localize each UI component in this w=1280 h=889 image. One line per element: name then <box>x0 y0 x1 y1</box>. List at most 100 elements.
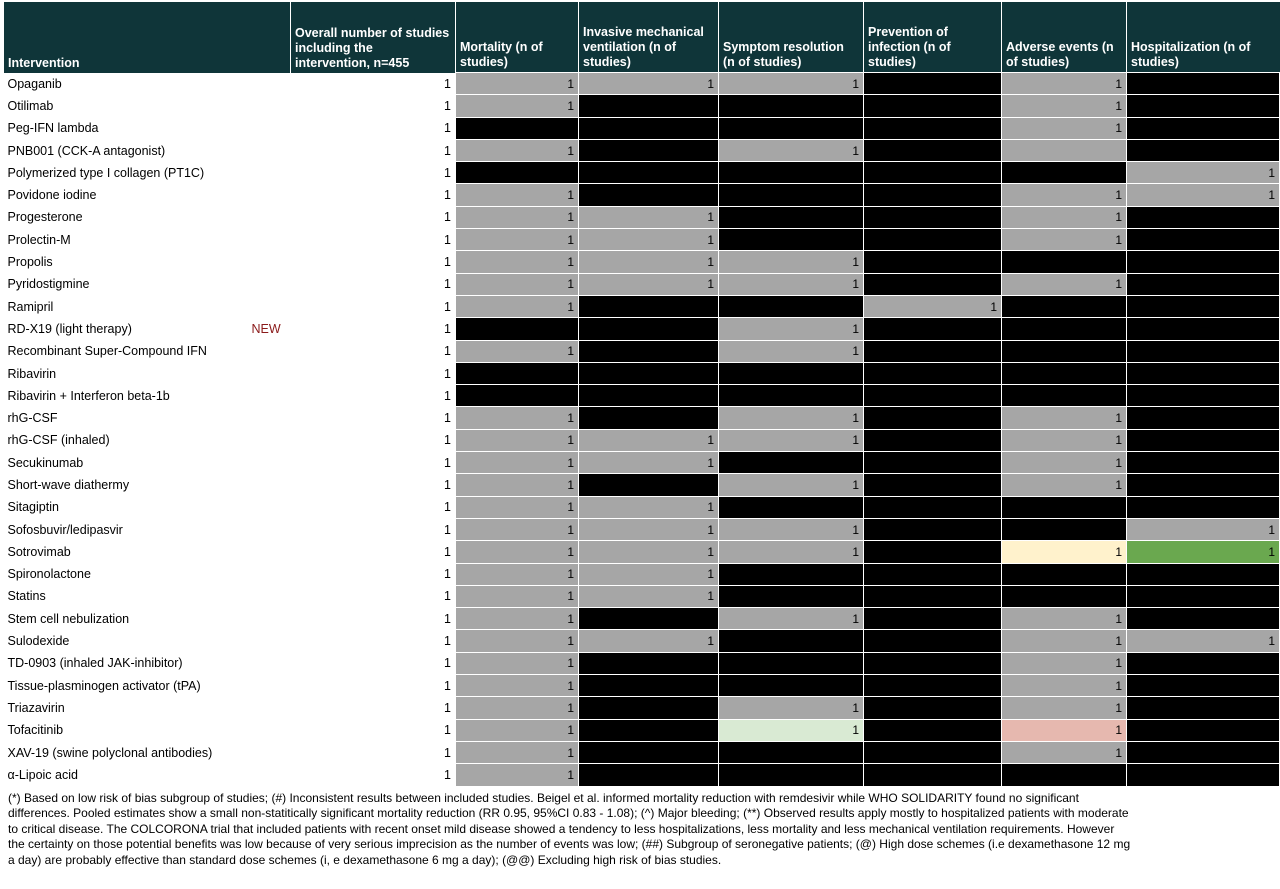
outcome-cell <box>1126 562 1280 586</box>
overall-count: 1 <box>444 388 451 403</box>
study-count: 1 <box>567 143 574 158</box>
intervention-name: Secukinumab <box>7 455 84 470</box>
outcome-cell <box>863 94 1002 118</box>
table-row: XAV-19 (swine polyclonal antibodies) 1 1 1 <box>4 740 1280 765</box>
header-row: Intervention Overall number of studies in… <box>3 2 1280 73</box>
outcome-cell <box>578 183 719 207</box>
overall-count: 1 <box>444 723 451 738</box>
intervention-cell: Ribavirin <box>4 362 291 384</box>
outcome-cell: 1 <box>578 562 719 586</box>
outcome-cell: 1 <box>578 584 719 609</box>
outcome-cell: 1 <box>1001 451 1127 475</box>
table-row: Triazavirin 1 1 1 1 <box>4 696 1280 720</box>
outcome-cell: 1 <box>1001 428 1127 453</box>
intervention-cell: Tofacitinib <box>4 719 291 741</box>
study-count: 1 <box>1115 477 1122 492</box>
outcome-cell: 1 <box>455 250 579 274</box>
overall-count: 1 <box>444 455 451 470</box>
table-row: α-Lipoic acid 1 1 <box>4 763 1280 787</box>
study-count: 1 <box>567 678 574 693</box>
outcome-cell <box>1126 406 1280 430</box>
study-count: 1 <box>1115 411 1122 426</box>
intervention-name: XAV-19 (swine polyclonal antibodies) <box>7 745 213 760</box>
intervention-name: Peg-IFN lambda <box>7 121 99 136</box>
outcome-cell <box>863 517 1002 542</box>
outcome-cell: 1 <box>1001 183 1127 207</box>
outcome-cell <box>1126 361 1280 386</box>
study-count: 1 <box>1115 723 1122 738</box>
intervention-name: RD-X19 (light therapy) <box>7 321 132 336</box>
intervention-name: Sulodexide <box>7 634 70 649</box>
outcome-cell: 1 <box>1126 629 1280 653</box>
study-count: 1 <box>567 344 574 359</box>
outcome-cell <box>1126 451 1280 475</box>
outcome-cell: 1 <box>1001 71 1127 96</box>
table-row: Recombinant Super-Compound IFN 1 1 1 <box>4 339 1280 363</box>
overall-count: 1 <box>444 188 451 203</box>
outcome-cell <box>1001 763 1127 787</box>
outcome-cell <box>455 317 579 341</box>
study-count: 1 <box>567 656 574 671</box>
outcome-cell: 1 <box>455 674 579 698</box>
outcome-cell: 1 <box>1001 607 1127 631</box>
outcome-cell: 1 <box>1001 674 1127 698</box>
overall-count: 1 <box>444 210 451 225</box>
outcome-cell <box>1126 138 1280 163</box>
outcome-cell: 1 <box>455 540 579 564</box>
outcome-cell <box>578 718 719 742</box>
column-header: Adverse events (n of studies) <box>1001 2 1127 73</box>
study-count: 1 <box>1115 700 1122 715</box>
outcome-cell <box>718 94 864 118</box>
outcome-cell: 1 <box>718 71 864 96</box>
overall-count: 1 <box>444 299 451 314</box>
outcome-cell <box>718 384 864 408</box>
outcome-cell: 1 <box>578 517 719 542</box>
outcome-cell <box>863 138 1002 163</box>
intervention-name: Prolectin-M <box>7 232 71 247</box>
overall-count: 1 <box>444 98 451 113</box>
intervention-name: rhG-CSF <box>7 411 58 426</box>
column-header: Intervention <box>3 2 291 73</box>
outcome-cell: 1 <box>455 406 579 430</box>
study-count: 1 <box>852 76 859 91</box>
outcome-cell: 1 <box>455 763 579 787</box>
outcome-cell: 1 <box>455 339 579 363</box>
outcome-cell <box>578 696 719 720</box>
intervention-name: Stem cell nebulization <box>7 611 130 626</box>
outcome-cell <box>863 116 1002 140</box>
outcome-cell <box>863 562 1002 586</box>
outcome-cell: 1 <box>1001 629 1127 653</box>
outcome-cell: 1 <box>718 138 864 163</box>
study-count: 1 <box>1115 634 1122 649</box>
study-count: 1 <box>1115 544 1122 559</box>
outcome-cell <box>1126 495 1280 519</box>
outcome-cell: 1 <box>718 250 864 274</box>
study-count: 1 <box>567 76 574 91</box>
outcome-cell: 1 <box>455 607 579 631</box>
overall-count: 1 <box>444 767 451 782</box>
outcome-cell: 1 <box>455 272 579 296</box>
column-header: Mortality (n of studies) <box>455 2 579 73</box>
outcome-cell <box>578 361 719 386</box>
outcome-cell <box>578 651 719 676</box>
table-row: rhG-CSF (inhaled) 1 1 1 1 1 <box>4 428 1280 453</box>
intervention-name: Sofosbuvir/ledipasvir <box>7 522 123 537</box>
table-row: PNB001 (CCK-A antagonist) 1 1 1 <box>4 138 1280 163</box>
intervention-name: Ribavirin + Interferon beta-1b <box>7 388 170 403</box>
outcome-cell <box>1001 562 1127 586</box>
overall-count: 1 <box>444 522 451 537</box>
study-count: 1 <box>852 700 859 715</box>
outcome-cell: 1 <box>1001 696 1127 720</box>
outcome-cell <box>1126 294 1280 319</box>
study-count: 1 <box>707 255 714 270</box>
outcome-cell <box>1001 161 1127 185</box>
intervention-cell: Otilimab <box>4 95 291 117</box>
study-count: 1 <box>1115 188 1122 203</box>
table-row: Sotrovimab 1 1 1 1 1 1 <box>4 540 1280 564</box>
outcome-cell <box>718 562 864 586</box>
outcome-cell: 1 <box>455 138 579 163</box>
overall-count: 1 <box>444 700 451 715</box>
study-count: 1 <box>567 522 574 537</box>
outcome-cell <box>1126 71 1280 96</box>
study-count: 1 <box>707 544 714 559</box>
